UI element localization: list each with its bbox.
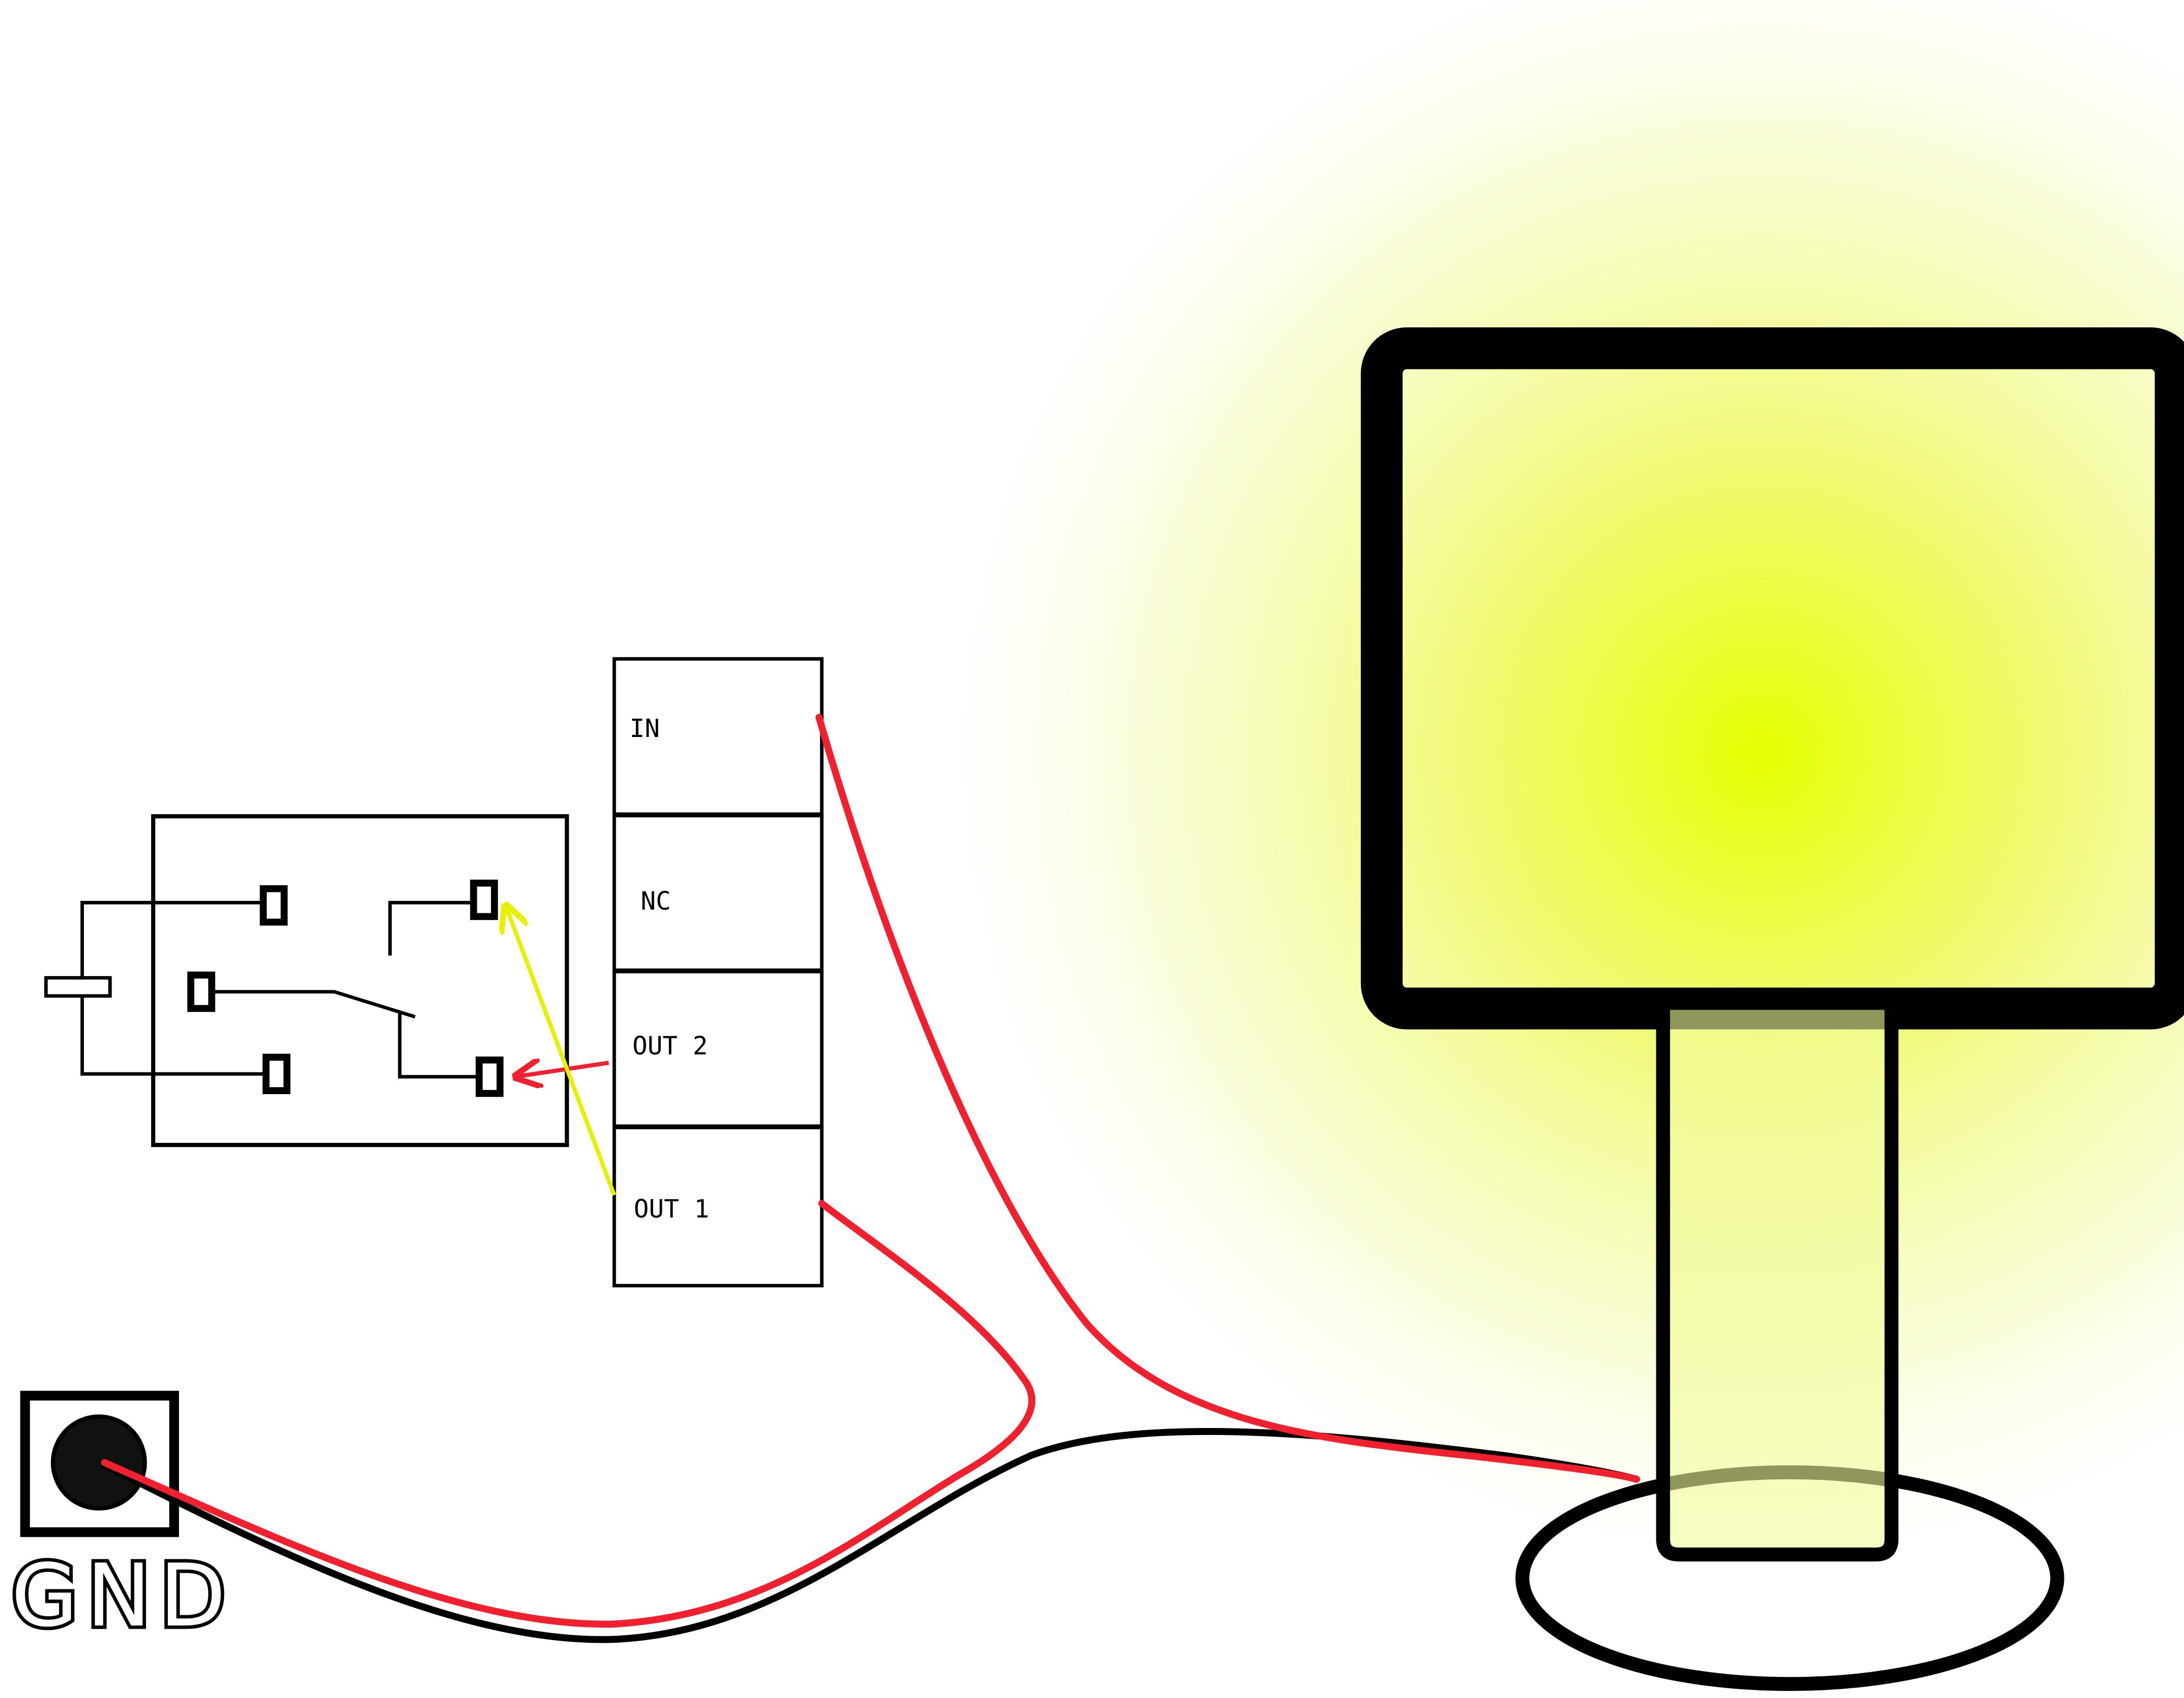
relay-switch-icon	[44, 814, 569, 1147]
ground-socket-icon	[20, 1391, 179, 1537]
terminal-label-nc: NC	[641, 886, 671, 916]
relay-coil	[44, 976, 112, 998]
common-pin	[187, 971, 215, 1012]
switch-arm	[212, 990, 416, 1019]
out2-to-nc-arrow	[515, 1063, 609, 1077]
red-wire-in	[815, 714, 1640, 1483]
no-pin	[470, 879, 498, 920]
red-wire-out1	[101, 1200, 1036, 1628]
lamp-head	[1360, 327, 2184, 1030]
terminal-label-in: IN	[629, 714, 660, 743]
out1-to-no-arrow	[505, 905, 616, 1196]
switch-nc-contact	[398, 1011, 479, 1079]
coil-pin-bottom	[262, 1054, 291, 1095]
ground-label: GND	[11, 1545, 234, 1646]
coil-pin-top	[260, 885, 288, 926]
terminal-label-out1: OUT 1	[634, 1194, 709, 1223]
lamp-stand	[1656, 1010, 1899, 1562]
terminal-label-out2: OUT 2	[633, 1031, 708, 1061]
terminal-block: IN NC OUT 2 OUT 1	[612, 657, 824, 1288]
relay-housing	[151, 814, 569, 1147]
lamp-glow	[836, 0, 2184, 1698]
ground-socket-hole	[50, 1414, 147, 1511]
nc-pin	[476, 1056, 504, 1097]
switch-no-contact	[388, 900, 474, 956]
lamp-icon	[1360, 327, 2184, 1691]
black-wire	[101, 1427, 1640, 1643]
